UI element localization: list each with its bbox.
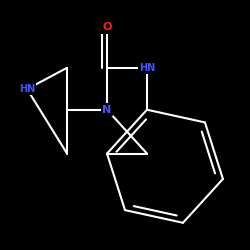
Text: N: N (102, 105, 112, 115)
Text: HN: HN (19, 84, 35, 94)
Text: O: O (102, 22, 112, 32)
Text: HN: HN (139, 63, 155, 73)
